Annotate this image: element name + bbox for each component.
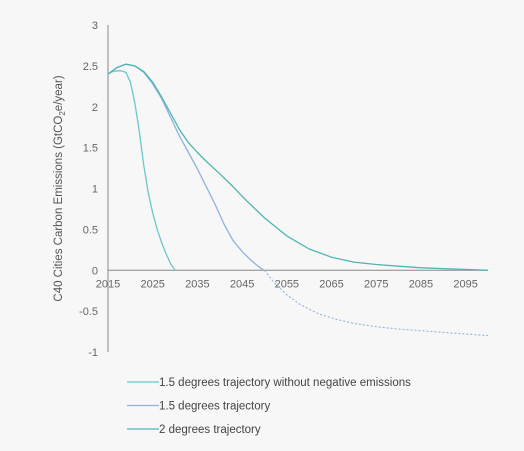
y-tick-label: 1 bbox=[92, 184, 98, 196]
plot-area bbox=[107, 63, 489, 337]
y-tick-label: 3 bbox=[92, 20, 98, 32]
y-tick-label: -0.5 bbox=[79, 306, 98, 318]
y-tick-label: -1 bbox=[88, 347, 98, 359]
x-tick-label: 2025 bbox=[140, 278, 164, 290]
x-tick-label: 2035 bbox=[185, 278, 209, 290]
x-tick-label: 2075 bbox=[364, 278, 388, 290]
y-axis-label: C40 Cities Carbon Emissions (GtCO2e/year… bbox=[53, 75, 67, 301]
x-tick-label: 2065 bbox=[319, 278, 343, 290]
x-tick-label: 2045 bbox=[230, 278, 254, 290]
x-tick-label: 2055 bbox=[275, 278, 299, 290]
series-line-2 bbox=[107, 63, 265, 271]
x-tick-label: 2095 bbox=[453, 278, 477, 290]
legend: 1.5 degrees trajectory without negative … bbox=[127, 377, 411, 436]
y-tick-label: 0.5 bbox=[83, 224, 98, 236]
y-axis-label-subscript: 2 bbox=[58, 111, 67, 116]
y-tick-label: 1.5 bbox=[83, 143, 98, 155]
y-axis-label-main: C40 Cities Carbon Emissions (GtCO bbox=[53, 116, 65, 302]
axes: 3 2.5 2 1.5 1 0.5 0 -0.5 -1 2015 2025 2035 2045 2055 2… bbox=[79, 20, 488, 359]
series-line-2-negative-dashed bbox=[264, 269, 489, 337]
legend-label: 1.5 degrees trajectory bbox=[159, 401, 270, 413]
y-tick-label: 2.5 bbox=[83, 61, 98, 73]
y-tick-label: 0 bbox=[92, 265, 98, 277]
series-line-3 bbox=[107, 63, 489, 271]
x-tick-label: 2085 bbox=[409, 278, 433, 290]
legend-label: 2 degrees trajectory bbox=[159, 424, 261, 436]
y-tick-label: 2 bbox=[92, 102, 98, 114]
legend-label: 1.5 degrees trajectory without negative … bbox=[159, 377, 411, 389]
series-line-1 bbox=[107, 70, 176, 271]
y-axis-label-unit: e/year) bbox=[53, 75, 65, 111]
x-tick-label: 2015 bbox=[96, 278, 120, 290]
